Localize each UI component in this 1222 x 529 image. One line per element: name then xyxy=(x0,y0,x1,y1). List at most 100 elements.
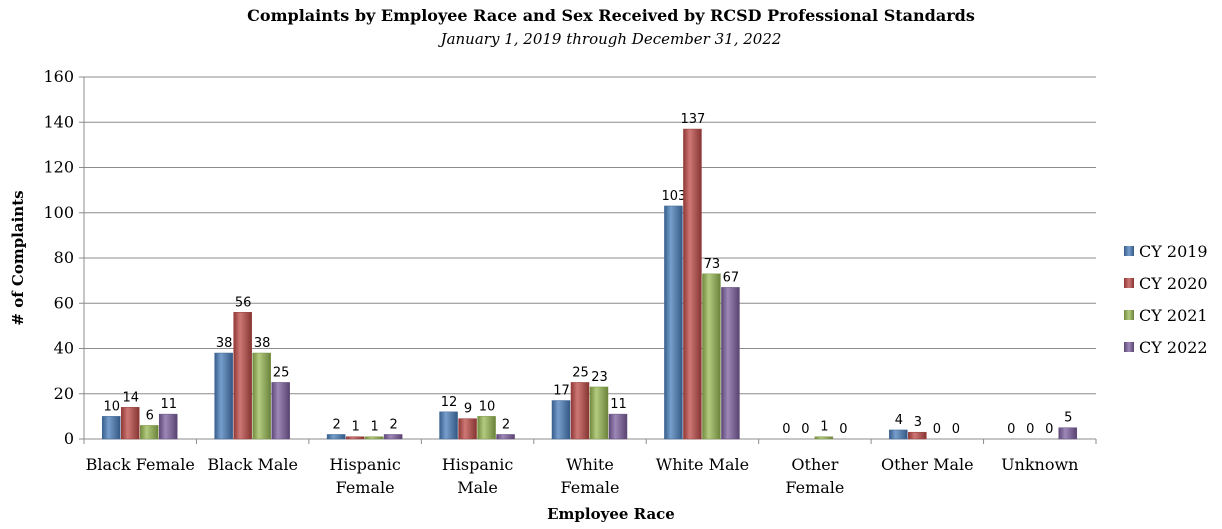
bar xyxy=(589,386,609,440)
bar xyxy=(477,416,496,440)
data-label: 0 xyxy=(1045,422,1053,437)
data-label: 2 xyxy=(389,417,397,432)
y-tick-label: 100 xyxy=(43,203,74,222)
bar xyxy=(458,418,477,440)
x-tick-label: Female xyxy=(785,478,844,497)
x-tick-label: Male xyxy=(457,478,498,497)
data-label: 1 xyxy=(820,420,828,435)
bar xyxy=(383,434,403,440)
x-tick-label: Black Male xyxy=(207,455,298,474)
chart-subtitle: January 1, 2019 through December 31, 202… xyxy=(440,30,782,48)
x-tick-label: White xyxy=(566,455,614,474)
bar xyxy=(551,400,571,440)
y-tick-label: 120 xyxy=(43,158,74,177)
bar xyxy=(702,273,721,440)
x-axis-label: Employee Race xyxy=(547,505,675,523)
y-tick-label: 140 xyxy=(43,112,74,131)
bar xyxy=(139,425,159,440)
x-tick-label: Hispanic xyxy=(442,455,513,474)
data-label: 0 xyxy=(839,422,847,437)
data-label: 67 xyxy=(723,270,740,285)
legend-swatch xyxy=(1124,342,1134,352)
bar xyxy=(1058,427,1078,440)
x-tick-label: Other xyxy=(791,455,838,474)
data-label: 0 xyxy=(952,422,960,437)
data-label: 23 xyxy=(591,370,608,385)
data-label: 0 xyxy=(1026,422,1034,437)
legend-item: CY 2022 xyxy=(1124,336,1208,358)
bar xyxy=(158,413,178,440)
x-tick-label: Black Female xyxy=(86,455,195,474)
legend-item: CY 2020 xyxy=(1124,272,1208,294)
data-label: 56 xyxy=(235,295,252,310)
data-label: 9 xyxy=(464,402,472,417)
data-label: 2 xyxy=(502,417,510,432)
legend-label: CY 2020 xyxy=(1139,273,1208,293)
data-label: 25 xyxy=(572,365,589,380)
bar xyxy=(252,352,271,440)
bar xyxy=(496,434,515,440)
y-tick-label: 0 xyxy=(64,429,74,448)
legend-item: CY 2021 xyxy=(1124,304,1208,326)
bar xyxy=(120,407,140,440)
legend-swatch xyxy=(1124,278,1134,288)
data-label: 137 xyxy=(681,112,706,127)
data-label: 11 xyxy=(610,397,627,412)
data-label: 11 xyxy=(160,397,177,412)
x-tick-label: Hispanic xyxy=(329,455,400,474)
y-tick-label: 40 xyxy=(54,339,74,358)
x-tick-label: White Male xyxy=(656,455,749,474)
x-tick-label: Unknown xyxy=(1001,455,1078,474)
legend-swatch xyxy=(1124,246,1134,256)
bar xyxy=(233,312,252,440)
data-label: 73 xyxy=(704,257,721,272)
data-label: 1 xyxy=(351,420,359,435)
data-label: 10 xyxy=(479,399,496,414)
data-label: 3 xyxy=(914,415,922,430)
data-label: 0 xyxy=(1007,422,1015,437)
bar xyxy=(814,436,834,440)
bar xyxy=(345,436,365,440)
bar xyxy=(570,382,590,440)
legend-label: CY 2021 xyxy=(1139,305,1208,325)
data-label: 103 xyxy=(662,189,687,204)
legend-item: CY 2019 xyxy=(1124,240,1208,262)
bar xyxy=(326,434,346,440)
y-tick-label: 160 xyxy=(43,67,74,86)
data-label: 25 xyxy=(273,365,290,380)
x-tick-label: Female xyxy=(561,478,620,497)
data-label: 17 xyxy=(553,384,570,399)
y-tick-label: 20 xyxy=(54,384,74,403)
bar xyxy=(608,413,628,440)
y-tick-label: 80 xyxy=(54,248,74,267)
data-label: 1 xyxy=(370,420,378,435)
data-label: 12 xyxy=(441,395,458,410)
bar xyxy=(271,382,290,440)
bar xyxy=(664,205,683,440)
x-tick-label: Female xyxy=(336,478,395,497)
bar xyxy=(439,411,458,440)
data-label: 2 xyxy=(332,417,340,432)
data-label: 38 xyxy=(216,336,233,351)
bar xyxy=(683,128,702,440)
data-label: 38 xyxy=(254,336,271,351)
data-label: 4 xyxy=(895,413,903,428)
legend-label: CY 2019 xyxy=(1139,241,1208,261)
bar xyxy=(101,416,121,440)
y-tick-label: 60 xyxy=(54,293,74,312)
data-label: 5 xyxy=(1064,411,1072,426)
bar xyxy=(908,431,927,440)
data-label: 14 xyxy=(122,390,139,405)
data-label: 0 xyxy=(782,422,790,437)
data-label: 10 xyxy=(103,399,120,414)
legend-swatch xyxy=(1124,310,1134,320)
bar xyxy=(364,436,384,440)
bar xyxy=(721,287,740,440)
legend: CY 2019 CY 2020 CY 2021 CY 2022 xyxy=(1124,240,1208,368)
bar xyxy=(889,429,908,440)
bar xyxy=(214,352,233,440)
legend-label: CY 2022 xyxy=(1139,337,1208,357)
x-tick-label: Other Male xyxy=(881,455,974,474)
data-label: 0 xyxy=(801,422,809,437)
